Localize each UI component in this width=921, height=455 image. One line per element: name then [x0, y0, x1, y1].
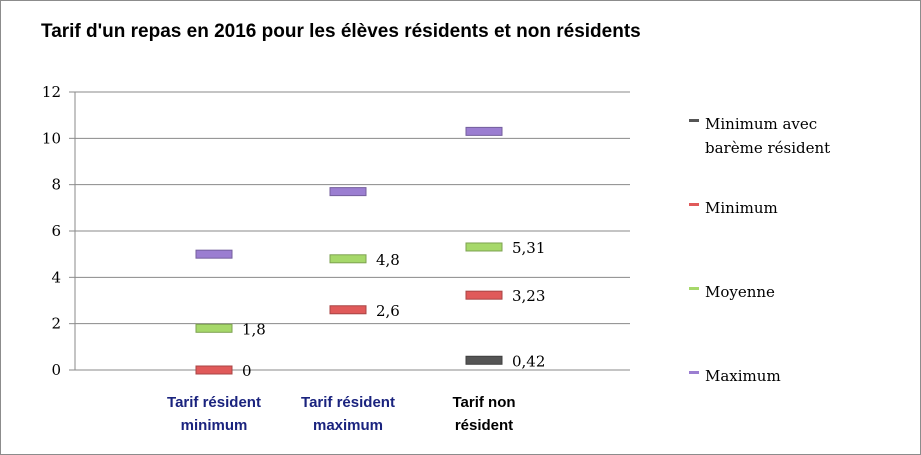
x-category-label: Tarif non [452, 394, 515, 411]
legend-swatch [689, 371, 699, 374]
marker-minimum-avec-bar-me-r-sident [465, 355, 503, 365]
legend-swatch [689, 203, 699, 206]
marker-maximum [195, 249, 233, 259]
legend-label: Minimum [705, 199, 778, 217]
x-category-label: Tarif résident [167, 394, 261, 411]
marker-minimum [465, 290, 503, 300]
marker-minimum [195, 365, 233, 375]
x-category-label: Tarif résident [301, 394, 395, 411]
data-label: 4,8 [376, 251, 400, 269]
data-label: 3,23 [512, 287, 545, 305]
legend-swatch [689, 287, 699, 290]
y-tick-label: 12 [42, 83, 61, 101]
legend-label: Moyenne [705, 283, 775, 301]
data-label: 0,42 [512, 352, 545, 370]
data-label: 2,6 [376, 302, 400, 320]
marker-moyenne [465, 242, 503, 252]
marker-maximum [465, 126, 503, 136]
legend-label: Minimum avec [705, 115, 817, 133]
x-category-label: résident [455, 417, 513, 434]
x-category-label: minimum [181, 417, 248, 434]
data-label: 1,8 [242, 320, 266, 338]
marker-maximum [329, 187, 367, 197]
data-label: 5,31 [512, 239, 545, 257]
legend-label: barème résident [705, 139, 830, 157]
y-tick-label: 4 [51, 268, 61, 286]
y-tick-label: 8 [51, 176, 61, 194]
y-tick-label: 2 [51, 315, 61, 333]
x-category-label: maximum [313, 417, 383, 434]
chart-title: Tarif d'un repas en 2016 pour les élèves… [41, 21, 641, 42]
legend-label: Maximum [705, 367, 781, 385]
marker-moyenne [195, 323, 233, 333]
y-tick-label: 6 [51, 222, 61, 240]
data-label: 0 [242, 362, 252, 380]
y-tick-label: 0 [51, 361, 61, 379]
legend-swatch [689, 119, 699, 122]
marker-moyenne [329, 254, 367, 264]
marker-minimum [329, 305, 367, 315]
y-tick-label: 10 [42, 129, 61, 147]
